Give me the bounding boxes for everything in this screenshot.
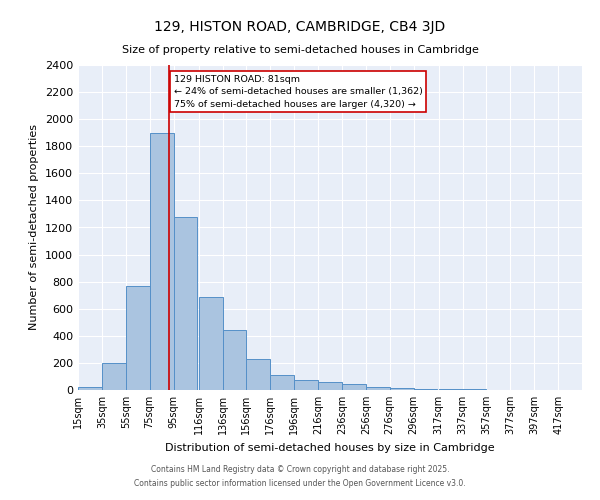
Bar (223, 330, 247, 390)
Bar (78, 386, 102, 390)
Bar (294, 380, 318, 390)
Bar (247, 359, 270, 390)
Bar (366, 388, 390, 390)
Bar (173, 216, 197, 390)
Text: 129 HISTON ROAD: 81sqm
← 24% of semi-detached houses are smaller (1,362)
75% of : 129 HISTON ROAD: 81sqm ← 24% of semi-det… (174, 74, 422, 109)
Bar (342, 384, 366, 390)
Bar (413, 388, 437, 390)
Bar (199, 296, 223, 390)
Bar (102, 363, 126, 390)
Text: 129, HISTON ROAD, CAMBRIDGE, CB4 3JD: 129, HISTON ROAD, CAMBRIDGE, CB4 3JD (154, 20, 446, 34)
Text: Size of property relative to semi-detached houses in Cambridge: Size of property relative to semi-detach… (122, 45, 478, 55)
Text: Contains HM Land Registry data © Crown copyright and database right 2025.
Contai: Contains HM Land Registry data © Crown c… (134, 466, 466, 487)
Bar (126, 286, 149, 390)
Y-axis label: Number of semi-detached properties: Number of semi-detached properties (29, 124, 40, 330)
Bar (318, 382, 342, 390)
X-axis label: Distribution of semi-detached houses by size in Cambridge: Distribution of semi-detached houses by … (165, 442, 495, 452)
Bar (149, 132, 173, 390)
Bar (390, 388, 413, 390)
Bar (270, 375, 294, 390)
